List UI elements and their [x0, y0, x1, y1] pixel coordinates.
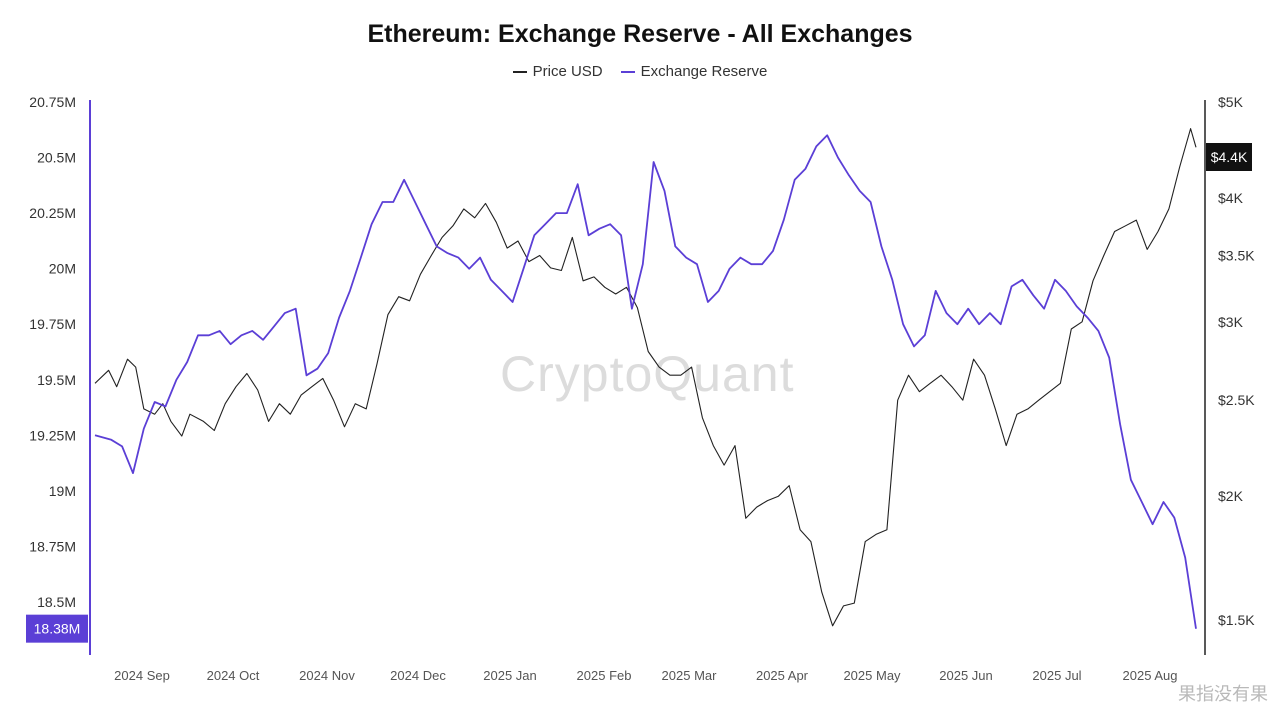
x-tick-label: 2024 Nov: [299, 668, 355, 683]
x-tick-label: 2025 Apr: [756, 668, 809, 683]
left-tick-label: 20.25M: [29, 205, 76, 221]
chart-title: Ethereum: Exchange Reserve - All Exchang…: [367, 20, 913, 48]
right-tick-label: $1.5K: [1218, 612, 1255, 628]
x-tick-label: 2025 Jan: [483, 668, 537, 683]
x-tick-label: 2025 Feb: [577, 668, 632, 683]
right-current-badge: [1206, 142, 1252, 171]
x-tick-label: 2025 Jun: [939, 668, 993, 683]
left-current-label: 18.38M: [34, 621, 81, 637]
legend-swatch-price: [512, 70, 527, 73]
legend-item-price[interactable]: Price USD: [512, 63, 603, 80]
x-tick-label: 2025 May: [843, 668, 901, 683]
right-current-label: $4.4K: [1211, 149, 1248, 165]
left-tick-label: 18.75M: [29, 538, 76, 554]
right-tick-label: $3K: [1218, 314, 1244, 330]
right-tick-label: $2.5K: [1218, 392, 1255, 408]
left-tick-label: 20.5M: [37, 150, 76, 166]
right-tick-label: $3.5K: [1218, 247, 1255, 263]
legend-label-price: Price USD: [532, 63, 603, 80]
legend-swatch-reserve: [620, 70, 635, 73]
right-tick-label: $4K: [1218, 190, 1244, 206]
x-tick-label: 2025 Aug: [1123, 668, 1178, 683]
left-tick-label: 19.75M: [29, 316, 76, 332]
left-current-badge: [26, 614, 88, 643]
x-tick-label: 2024 Sep: [114, 668, 170, 683]
chart-legend: Price USD Exchange Reserve: [0, 63, 1280, 80]
x-tick-label: 2025 Mar: [662, 668, 718, 683]
left-tick-label: 20M: [49, 261, 76, 277]
watermark: CryptoQuant: [500, 346, 795, 402]
x-tick-label: 2024 Oct: [207, 668, 260, 683]
legend-item-reserve[interactable]: Exchange Reserve: [620, 63, 768, 80]
x-tick-label: 2024 Dec: [390, 668, 446, 683]
left-tick-label: 18.5M: [37, 594, 76, 610]
watermark-cn: 果指没有果: [1178, 684, 1268, 705]
left-tick-label: 20.75M: [29, 94, 76, 110]
right-tick-label: $2K: [1218, 488, 1244, 504]
left-tick-label: 19.25M: [29, 427, 76, 443]
right-tick-label: $5K: [1218, 94, 1244, 110]
left-tick-label: 19.5M: [37, 372, 76, 388]
price-usd-line: [94, 128, 1197, 627]
x-tick-label: 2025 Jul: [1032, 668, 1081, 683]
left-tick-label: 19M: [49, 483, 76, 499]
exchange-reserve-line: [94, 134, 1197, 629]
legend-label-reserve: Exchange Reserve: [640, 63, 768, 80]
